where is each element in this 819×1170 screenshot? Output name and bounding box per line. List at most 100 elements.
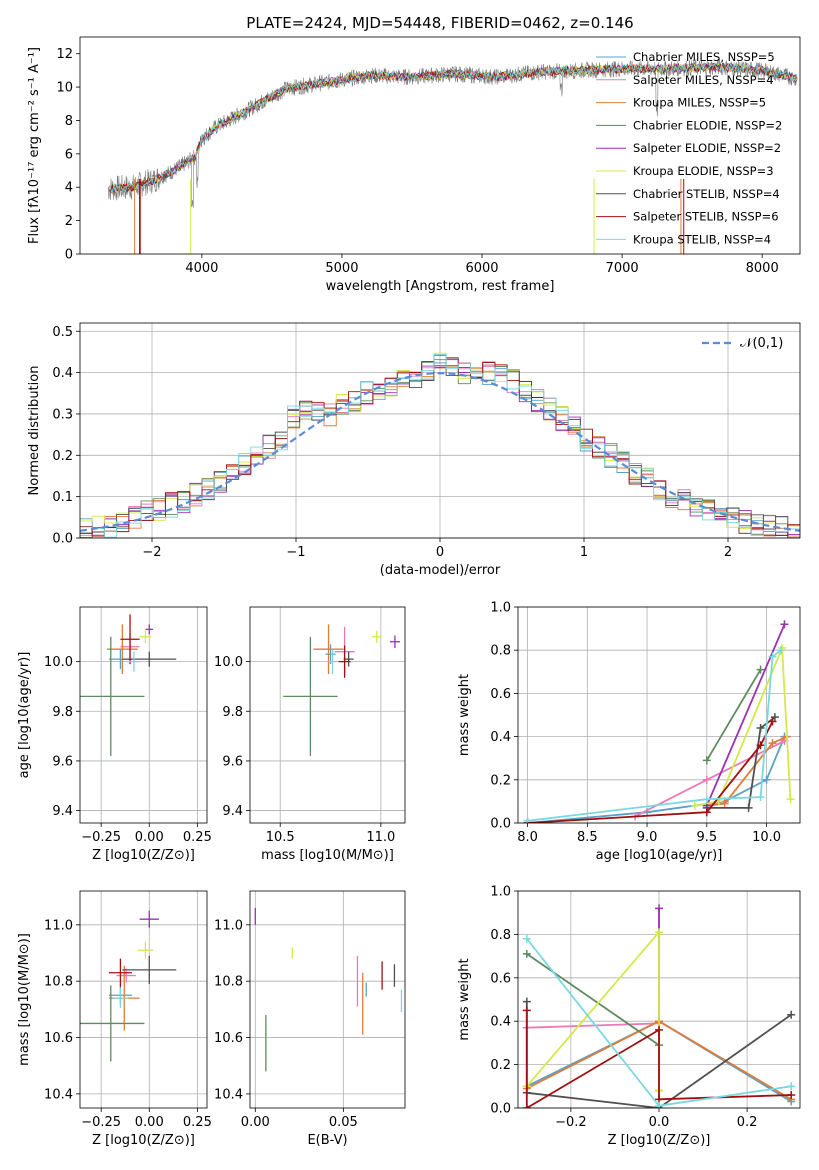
marker-point — [655, 1025, 663, 1034]
ytick-label: 12 — [56, 47, 73, 62]
panel-age_vs_Z: −0.25 0.00 0.25 9.4 9.6 9.8 10.0 Z [log10(Z/Z⊙)… — [17, 606, 212, 863]
plot-area — [80, 614, 177, 756]
marker-point — [522, 949, 531, 958]
y-axis-label: Normed distribution — [27, 366, 42, 496]
model-kroupa_stelib — [109, 62, 797, 193]
axes-frame — [79, 36, 801, 255]
ytick-label: 0.1 — [52, 490, 73, 505]
axes-frame — [79, 890, 208, 1109]
xtick-label: 9.0 — [637, 830, 658, 845]
xtick-label: 5000 — [325, 261, 358, 276]
legend-label: Salpeter MILES, NSSP=4 — [633, 73, 774, 87]
marker-point — [768, 717, 777, 726]
y-axis-label: mass weight — [457, 958, 472, 1040]
legend-label: Salpeter STELIB, NSSP=6 — [633, 210, 779, 224]
chart-title: PLATE=2424, MJD=54448, FIBERID=0462, z=0… — [246, 14, 633, 32]
ytick-label: 9.8 — [222, 705, 243, 720]
marker-point — [655, 928, 663, 937]
ytick-label: 10.6 — [44, 1031, 73, 1046]
plot-area — [80, 910, 177, 1062]
model-chabrier_stelib — [109, 62, 798, 193]
ytick-label: 10.4 — [214, 1087, 243, 1102]
x-axis-label: Z [log10(Z/Z⊙)] — [92, 1133, 195, 1148]
ytick-label: 0.6 — [490, 687, 511, 702]
ytick-label: 9.6 — [222, 754, 243, 769]
panel-weight_vs_Z: −0.2 0.0 0.2 0.0 0.2 0.4 0.6 0.8 1.0 Z [log10(Z/Z… — [457, 885, 801, 1148]
ytick-label: 0.0 — [490, 817, 511, 832]
hist-kroupa_stelib — [80, 353, 800, 538]
marker-point — [776, 646, 785, 655]
xtick-label: 0.00 — [135, 830, 164, 845]
plot-area — [523, 620, 795, 823]
marker-point — [655, 904, 663, 913]
marker-point — [744, 803, 753, 812]
xtick-label: −0.2 — [555, 1115, 587, 1130]
marker-point — [756, 665, 765, 674]
panel-spectrum: Chabrier MILES, NSSP=5 Salpeter MILES, NS… — [27, 14, 801, 294]
legend-label: Chabrier ELODIE, NSSP=2 — [633, 118, 782, 132]
marker-point — [655, 1101, 663, 1108]
panel-residuals: 𝒩(0,1) −2 −1 0 1 2 0.0 0.1 0.2 0.3 0.4 0.5 (data-mod… — [27, 322, 801, 578]
marker-point — [786, 795, 795, 804]
series-kroupa_elodie — [694, 647, 792, 807]
xtick-label: 0 — [436, 545, 444, 560]
x-axis-label: age [log10(age/yr)] — [596, 848, 723, 863]
plot-area — [254, 907, 403, 1072]
ytick-label: 10.6 — [214, 1031, 243, 1046]
ytick-label: 2 — [65, 214, 73, 229]
marker-point — [702, 795, 711, 804]
ytick-label: 0.8 — [490, 928, 511, 943]
series-kroupa_stelib — [527, 649, 782, 822]
legend-label: Kroupa ELODIE, NSSP=3 — [633, 164, 774, 178]
xtick-label: 1 — [580, 545, 588, 560]
y-axis-label: mass weight — [457, 674, 472, 756]
xtick-label: 7000 — [606, 261, 639, 276]
xtick-label: 10.0 — [752, 830, 781, 845]
axes-frame — [249, 606, 406, 824]
xtick-label: 4000 — [185, 261, 218, 276]
xtick-label: 0.25 — [183, 1115, 212, 1130]
axes-frame — [249, 890, 406, 1109]
ytick-label: 9.4 — [222, 804, 243, 819]
marker-point — [522, 934, 531, 943]
marker-point — [756, 793, 765, 802]
ytick-label: 11.0 — [214, 918, 243, 933]
marker-point — [770, 713, 779, 722]
ytick-label: 10.0 — [44, 655, 73, 670]
plot-area — [107, 58, 798, 254]
xtick-label: 11.0 — [366, 830, 395, 845]
axes-frame — [79, 606, 208, 824]
ytick-label: 11.0 — [44, 918, 73, 933]
marker-point — [702, 775, 711, 784]
xtick-label: 8.0 — [517, 830, 538, 845]
x-axis-label: Z [log10(Z/Z⊙)] — [92, 848, 195, 863]
marker-point — [522, 1104, 531, 1108]
xtick-label: 10.5 — [266, 830, 295, 845]
ytick-label: 0.2 — [490, 773, 511, 788]
ytick-label: 0.5 — [52, 325, 73, 340]
marker-point — [780, 620, 789, 629]
ytick-label: 0.4 — [52, 366, 73, 381]
legend-label: 𝒩(0,1) — [740, 336, 783, 351]
ytick-label: 1.0 — [490, 885, 511, 900]
panel-mass_vs_EBV: 0.00 0.05 10.4 10.6 10.8 11.0 E(B-V) — [214, 890, 406, 1148]
normal-curve — [80, 371, 800, 532]
xtick-label: 8000 — [746, 261, 779, 276]
xtick-label: 0.25 — [183, 830, 212, 845]
plot-area — [283, 624, 400, 756]
marker-point — [756, 741, 765, 750]
axes-frame — [517, 606, 801, 824]
ytick-label: 0.6 — [490, 971, 511, 986]
xtick-label: −0.25 — [81, 1115, 121, 1130]
ytick-label: 9.8 — [52, 705, 73, 720]
ytick-label: 10 — [56, 81, 73, 96]
series-kroupa_elodie — [526, 929, 660, 1091]
marker-point — [762, 775, 771, 784]
marker-point — [768, 739, 777, 748]
marker-point — [523, 816, 532, 823]
marker-point — [522, 997, 531, 1006]
x-axis-label: mass [log10(M/M⊙)] — [261, 848, 394, 863]
ytick-label: 0.8 — [490, 644, 511, 659]
ytick-label: 10.0 — [214, 655, 243, 670]
